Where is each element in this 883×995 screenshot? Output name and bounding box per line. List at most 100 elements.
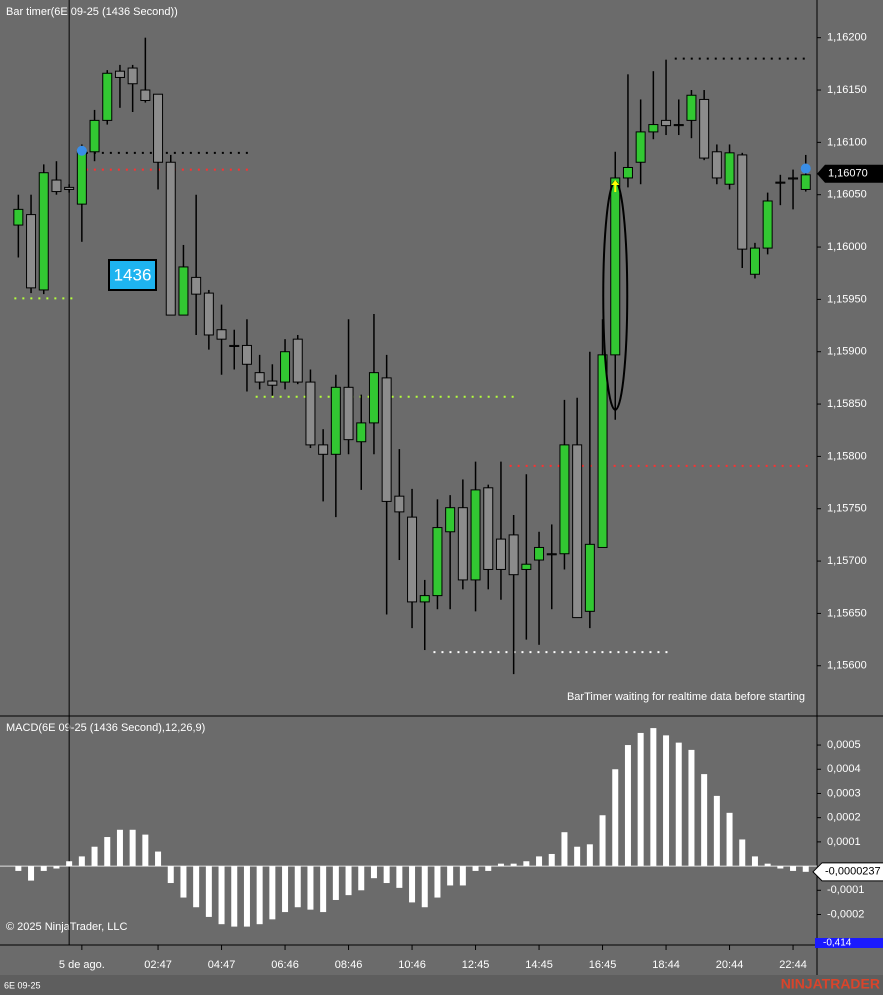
- y-tick-label: 1,16050: [827, 189, 867, 201]
- chart-title: Bar timer(6E 09-25 (1436 Second)): [6, 6, 178, 18]
- extra-label: -0,414: [823, 938, 852, 949]
- candle-body: [711, 151, 722, 179]
- timer-label: 1436: [114, 265, 152, 284]
- status-bar: [0, 975, 883, 995]
- x-tick-label: 22:44: [779, 959, 807, 971]
- y-tick-label: 0,0005: [827, 739, 861, 751]
- candle-body: [394, 495, 405, 513]
- candle-body: [661, 119, 672, 127]
- x-tick-label: 08:46: [335, 959, 363, 971]
- candle-body: [64, 186, 75, 190]
- macd-bar: [345, 866, 352, 896]
- macd-bar: [294, 866, 301, 908]
- y-tick-label: 1,15950: [827, 293, 867, 305]
- candle-body: [699, 98, 710, 159]
- candle-body: [445, 507, 456, 533]
- candle-body: [292, 338, 303, 383]
- candle-body: [368, 372, 379, 424]
- last-value-box: [812, 862, 883, 882]
- macd-bar: [205, 866, 212, 917]
- macd-bar: [663, 735, 670, 867]
- y-tick-label: 1,16000: [827, 241, 867, 253]
- x-tick-label: 5 de ago.: [59, 959, 105, 971]
- macd-bar: [472, 866, 479, 871]
- macd-bar: [307, 866, 314, 910]
- candle-body: [483, 487, 494, 570]
- candle-body: [318, 444, 329, 455]
- candle-body: [229, 344, 240, 347]
- x-tick-label: 18:44: [652, 959, 680, 971]
- macd-bar: [599, 815, 606, 867]
- macd-bar: [269, 866, 276, 920]
- candle-body: [305, 381, 316, 446]
- x-tick-label: 04:47: [208, 959, 236, 971]
- candle-body: [749, 247, 760, 275]
- candle-body: [407, 516, 418, 603]
- macd-bar: [15, 866, 22, 871]
- timer-box: [108, 259, 157, 291]
- candle-body: [89, 119, 100, 153]
- macd-bar: [421, 866, 428, 908]
- macd-bar: [447, 866, 454, 886]
- candle-body: [191, 276, 202, 295]
- macd-bar: [586, 844, 593, 867]
- candle-body: [673, 124, 684, 127]
- macd-bar: [155, 851, 162, 867]
- candle-body: [724, 152, 735, 185]
- candle-body: [546, 553, 557, 556]
- brand: NINJATRADER: [781, 976, 880, 992]
- candle-body: [153, 93, 164, 163]
- y-tick-label: 0,0003: [827, 787, 861, 799]
- y-tick-label: 0,0002: [827, 812, 861, 824]
- candle-body: [788, 177, 799, 180]
- candle-body: [559, 444, 570, 555]
- macd-bar: [104, 837, 111, 867]
- copyright: © 2025 NinjaTrader, LLC: [6, 921, 127, 933]
- macd-bar: [383, 866, 390, 884]
- y-tick-label: 1,15850: [827, 398, 867, 410]
- y-tick-label: 0,0001: [827, 836, 861, 848]
- y-tick-label: 1,15600: [827, 660, 867, 672]
- macd-bar: [396, 866, 403, 888]
- candle-body: [775, 181, 786, 184]
- macd-bar: [650, 728, 657, 867]
- macd-bar: [777, 866, 784, 869]
- candle-body: [584, 543, 595, 612]
- macd-bar: [701, 774, 708, 867]
- macd-bar: [167, 866, 174, 884]
- macd-bar: [409, 866, 416, 903]
- candle-body: [280, 351, 291, 383]
- marker-dot: [76, 145, 87, 156]
- candle-body: [521, 563, 532, 570]
- y-tick-label: -0,0001: [827, 884, 864, 896]
- candle-body: [508, 534, 519, 576]
- macd-title: MACD(6E 09-25 (1436 Second),12,26,9): [6, 722, 205, 734]
- last-price-label: 1,16070: [828, 168, 868, 180]
- macd-bar: [713, 795, 720, 867]
- candle-body: [622, 166, 633, 179]
- macd-bar: [256, 866, 263, 925]
- macd-bar: [459, 866, 466, 886]
- macd-bar: [764, 863, 771, 867]
- candle-body: [254, 372, 265, 383]
- macd-bar: [548, 853, 555, 867]
- candle-body: [648, 124, 659, 133]
- macd-bar: [180, 866, 187, 898]
- macd-bar: [523, 861, 530, 867]
- macd-bar: [53, 866, 60, 869]
- y-tick-label: 1,15900: [827, 346, 867, 358]
- candle-body: [800, 174, 811, 190]
- x-tick-label: 02:47: [144, 959, 172, 971]
- extra-box: [815, 938, 883, 948]
- macd-bar: [497, 863, 504, 867]
- macd-bar: [116, 829, 123, 867]
- macd-bar: [218, 866, 225, 925]
- macd-bar: [751, 856, 758, 867]
- candle-body: [165, 161, 176, 316]
- y-tick-label: 1,15800: [827, 450, 867, 462]
- status-text: BarTimer waiting for realtime data befor…: [567, 691, 805, 703]
- candle-body: [419, 595, 430, 603]
- y-tick-label: 1,16100: [827, 136, 867, 148]
- y-tick-label: 1,15700: [827, 555, 867, 567]
- candle-body: [610, 177, 621, 356]
